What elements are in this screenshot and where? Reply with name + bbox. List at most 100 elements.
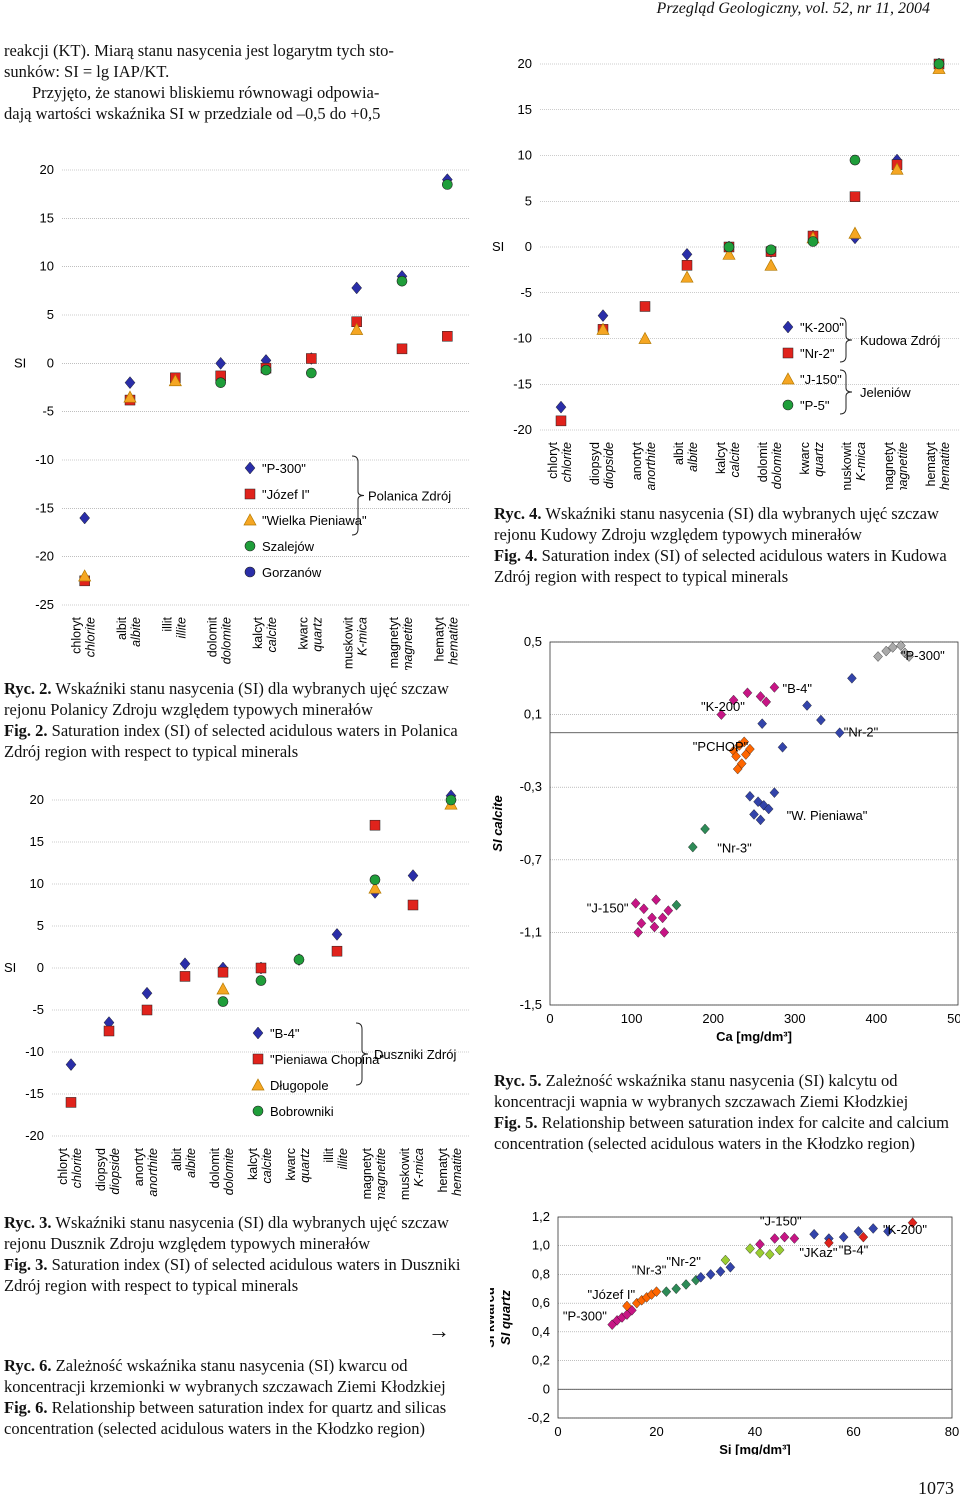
plot-frame bbox=[549, 641, 959, 1006]
y-tick-label: 0,5 bbox=[524, 634, 542, 649]
data-point bbox=[141, 1004, 153, 1016]
y-tick-label: -0,7 bbox=[520, 852, 542, 867]
data-point bbox=[739, 736, 749, 748]
x-tick-label: illite bbox=[174, 617, 188, 639]
caption-label: Fig. 2. bbox=[4, 721, 48, 740]
legend-label: "Józef I" bbox=[262, 487, 310, 502]
legend-brace bbox=[355, 1022, 369, 1086]
caption-fig3: Ryc. 3. Wskaźniki stanu nasycenia (SI) d… bbox=[4, 1212, 462, 1296]
caption-text: Zależność wskaźnika stanu nasycenia (SI)… bbox=[4, 1356, 446, 1396]
data-point bbox=[883, 1226, 893, 1237]
data-point bbox=[293, 954, 305, 965]
annotation-label: "Józef I" bbox=[588, 1287, 636, 1302]
x-tick-label: chlorite bbox=[70, 1148, 84, 1188]
data-point bbox=[216, 982, 230, 995]
data-point bbox=[647, 912, 657, 924]
intro-paragraph: reakcji (KT). Miarą stanu nasycenia jest… bbox=[4, 40, 474, 124]
y-tick-label: 0,2 bbox=[532, 1353, 550, 1368]
x-tick-label: albit bbox=[170, 1147, 184, 1170]
data-point bbox=[217, 966, 229, 978]
x-tick-label: 80 bbox=[945, 1424, 959, 1439]
data-point bbox=[663, 905, 674, 916]
y-tick-label: 10 bbox=[518, 148, 532, 163]
y-tick-label: -20 bbox=[35, 549, 54, 564]
x-tick-label: 0 bbox=[554, 1424, 561, 1439]
y-tick-label: 0 bbox=[47, 355, 54, 370]
legend-label: "Wielka Pieniawa" bbox=[262, 513, 367, 528]
y-tick-label: -5 bbox=[32, 1002, 44, 1017]
data-point bbox=[745, 790, 755, 802]
x-tick-label: 300 bbox=[784, 1011, 806, 1026]
x-tick-label: 500 bbox=[947, 1011, 960, 1026]
data-point bbox=[368, 881, 382, 894]
legend-label: "Pieniawa Chopina" bbox=[270, 1052, 384, 1067]
x-tick-label: kwarc bbox=[296, 617, 310, 650]
data-point bbox=[755, 1247, 765, 1259]
y-tick-label: 15 bbox=[30, 834, 44, 849]
data-point bbox=[816, 714, 826, 726]
data-point bbox=[260, 364, 272, 376]
data-point bbox=[555, 400, 567, 414]
y-axis-label: SI calcite bbox=[490, 795, 505, 851]
x-tick-label: 40 bbox=[748, 1424, 762, 1439]
x-tick-label: 100 bbox=[621, 1011, 643, 1026]
y-axis-label: SI bbox=[4, 960, 16, 975]
annotation-label: "Nr-3" bbox=[717, 841, 752, 856]
legend-group-label: Kudowa Zdrój bbox=[860, 333, 940, 348]
x-tick-label: illit bbox=[322, 1147, 336, 1162]
y-tick-label: -15 bbox=[513, 376, 532, 391]
data-point bbox=[896, 640, 906, 651]
x-tick-label: K-mica bbox=[412, 1148, 426, 1187]
data-point bbox=[881, 645, 891, 657]
figure-6: 1,2 1,0 0,8 0,6 0,4 0,2 0 -0,2 0 20 40 60 80 Si [mg/d… bbox=[482, 1195, 960, 1460]
data-point bbox=[763, 803, 774, 815]
caption-label: Ryc. 4. bbox=[494, 504, 542, 523]
data-point bbox=[777, 741, 788, 753]
legend-label: "J-150" bbox=[800, 372, 842, 387]
x-tick-label: magnetite bbox=[401, 617, 415, 670]
caption-text: Saturation index (SI) of selected acidul… bbox=[4, 721, 458, 761]
data-point bbox=[255, 975, 267, 986]
y-tick-label: -25 bbox=[35, 597, 54, 612]
data-point bbox=[396, 275, 408, 287]
legend-label: "K-200" bbox=[800, 320, 844, 335]
x-tick-label: magnetyt bbox=[360, 1147, 374, 1199]
x-tick-label: calcite bbox=[260, 1148, 274, 1183]
legend-marker bbox=[244, 566, 256, 578]
legend-marker bbox=[782, 347, 794, 359]
data-point bbox=[887, 642, 898, 653]
data-point bbox=[696, 1272, 706, 1283]
x-tick-label: dolomit bbox=[208, 1147, 222, 1188]
plot-frame bbox=[557, 1216, 953, 1419]
legend-brace bbox=[839, 369, 853, 415]
data-point bbox=[597, 309, 609, 323]
data-point bbox=[407, 869, 419, 882]
data-point bbox=[731, 751, 741, 762]
x-tick-label: muskowit bbox=[398, 1147, 412, 1200]
data-point bbox=[659, 927, 670, 938]
arrow-icon: → bbox=[428, 1318, 450, 1343]
data-point bbox=[755, 814, 766, 826]
data-point bbox=[728, 694, 739, 706]
x-tick-label: chlorite bbox=[560, 442, 574, 482]
data-point bbox=[890, 162, 904, 175]
x-tick-label: albit bbox=[115, 616, 129, 639]
x-tick-label: albit bbox=[672, 441, 686, 464]
data-point bbox=[720, 1254, 731, 1266]
data-point bbox=[407, 899, 419, 911]
data-point bbox=[765, 1249, 775, 1260]
data-point bbox=[306, 367, 317, 379]
caption-text: Saturation index (SI) of selected acidul… bbox=[494, 546, 947, 586]
legend-marker bbox=[782, 320, 794, 334]
y-axis-label: SI kwarcu bbox=[490, 1287, 497, 1348]
x-tick-label: kalcyt bbox=[246, 1147, 260, 1179]
data-point bbox=[396, 343, 408, 355]
data-point bbox=[639, 903, 649, 915]
caption-label: Fig. 4. bbox=[494, 546, 538, 565]
x-tick-label: 60 bbox=[846, 1424, 860, 1439]
x-tick-label: magnetyt bbox=[882, 441, 896, 490]
y-tick-label: -10 bbox=[513, 331, 532, 346]
data-point bbox=[306, 353, 317, 364]
x-tick-label: diopsyd bbox=[94, 1148, 108, 1191]
data-point bbox=[779, 1231, 790, 1243]
